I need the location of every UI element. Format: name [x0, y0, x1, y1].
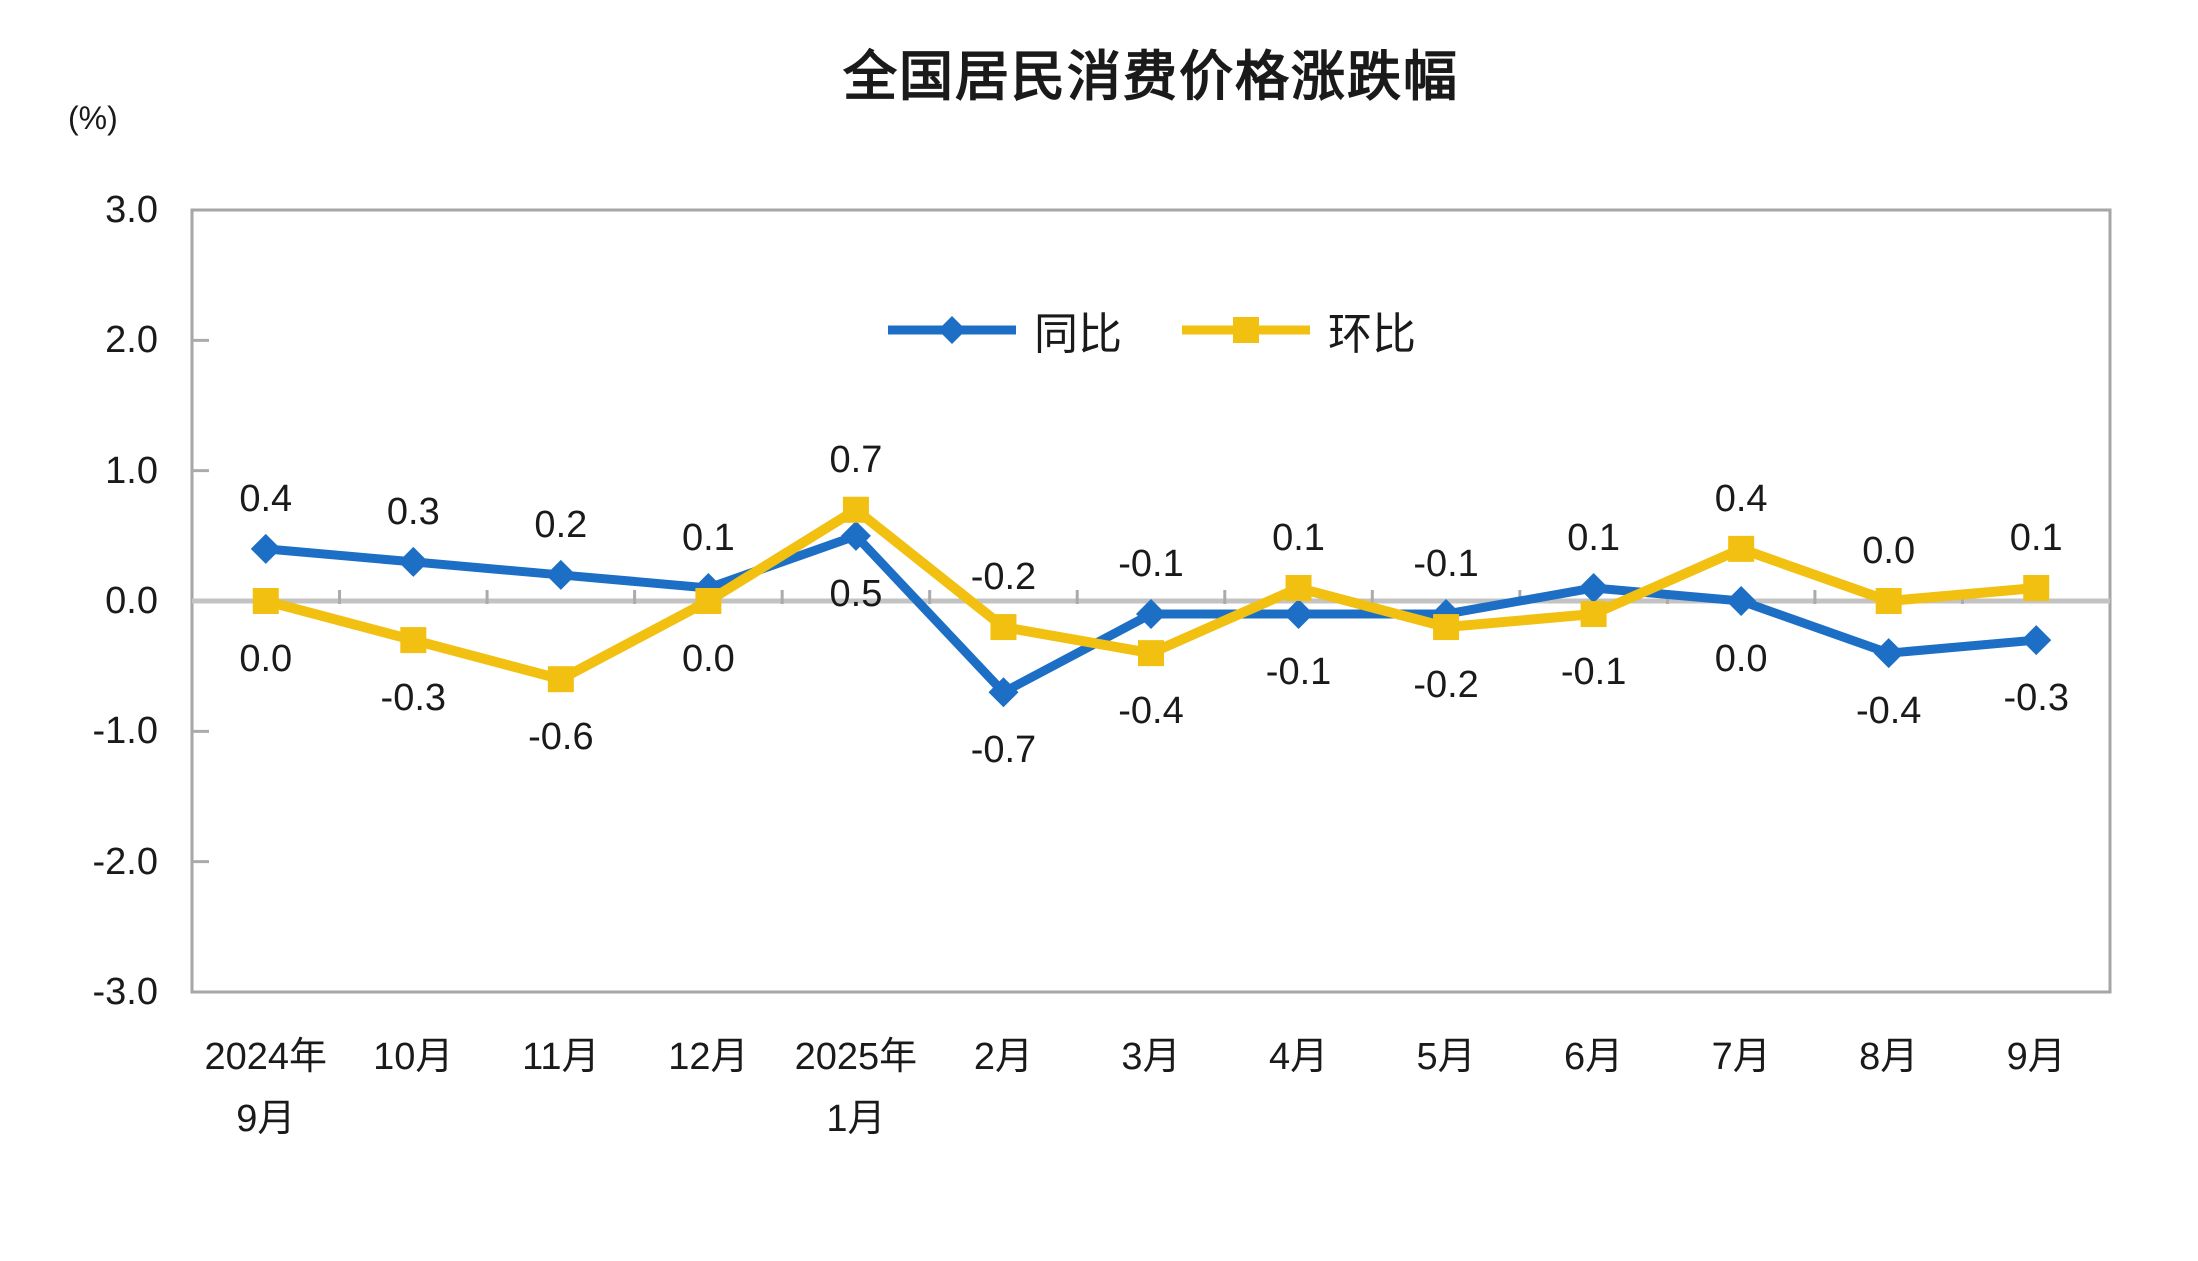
marker-square	[1285, 574, 1312, 601]
data-label: -0.1	[1265, 651, 1332, 694]
legend-label-huanbi: 环比	[1328, 310, 1416, 359]
data-label: -0.7	[970, 729, 1037, 772]
marker-diamond	[840, 520, 871, 551]
x-category-label: 12月	[668, 1036, 749, 1078]
marker-diamond	[988, 677, 1019, 708]
y-tick-label: -3.0	[92, 971, 158, 1013]
marker-square	[1433, 614, 1460, 641]
marker-square	[990, 614, 1017, 641]
y-tick-label: 2.0	[105, 319, 158, 362]
y-tick-label: -1.0	[92, 710, 158, 753]
data-label: 0.1	[681, 516, 735, 559]
legend-item-huanbi: 环比	[1180, 298, 1416, 362]
data-label: 0.4	[1714, 477, 1768, 520]
x-category-label: 5月	[1416, 1036, 1476, 1078]
x-category-label: 9月	[2006, 1036, 2066, 1078]
legend: 同比 环比	[192, 300, 2110, 360]
marker-diamond	[2021, 625, 2052, 656]
x-category-label: 10月	[373, 1036, 454, 1078]
data-label: 0.7	[829, 438, 883, 481]
marker-square	[842, 496, 869, 523]
marker-square	[695, 588, 722, 614]
data-label: -0.1	[1560, 651, 1627, 694]
marker-diamond	[1873, 638, 1904, 669]
marker-square	[1138, 640, 1164, 667]
y-tick-label: 3.0	[105, 189, 158, 231]
data-label: 0.0	[1862, 530, 1916, 572]
data-label: 0.1	[2009, 516, 2063, 559]
marker-square	[2023, 574, 2050, 601]
x-category-label: 11月	[522, 1036, 600, 1078]
x-category-label: 8月	[1859, 1036, 1919, 1078]
x-category-label: 2025年 1月	[794, 1036, 918, 1140]
data-label: -0.1	[1413, 543, 1479, 586]
marker-square	[1875, 588, 1902, 614]
x-category-label: 2024年 9月	[204, 1036, 328, 1140]
x-category-label: 7月	[1711, 1036, 1771, 1078]
x-category-label: 4月	[1268, 1036, 1329, 1078]
marker-diamond	[1136, 599, 1166, 630]
marker-square	[252, 588, 279, 614]
data-label: -0.1	[1118, 543, 1184, 586]
data-label: 0.0	[1714, 638, 1768, 680]
data-label: -0.4	[1855, 690, 1922, 733]
y-tick-label: 1.0	[105, 449, 158, 492]
y-tick-label: 0.0	[105, 580, 158, 622]
data-label: 0.3	[386, 490, 440, 533]
data-label: -0.4	[1118, 690, 1184, 733]
tongbi-line-diamond-icon	[888, 316, 1016, 344]
x-category-label: 3月	[1121, 1036, 1181, 1078]
data-label: 0.1	[1272, 516, 1325, 559]
data-label: -0.2	[970, 556, 1037, 599]
marker-diamond	[1726, 586, 1757, 616]
data-label: 0.5	[829, 572, 883, 615]
marker-diamond	[1578, 572, 1609, 603]
data-label: -0.6	[528, 716, 594, 759]
data-label: -0.2	[1413, 664, 1479, 707]
legend-item-tongbi: 同比	[886, 298, 1122, 362]
marker-square	[547, 666, 574, 693]
marker-diamond	[398, 546, 429, 577]
huanbi-line-square-icon	[1182, 317, 1310, 343]
data-label: 0.2	[534, 503, 588, 546]
data-label: 0.1	[1567, 516, 1621, 559]
legend-label-tongbi: 同比	[1034, 310, 1122, 359]
data-label: 0.0	[239, 638, 293, 680]
y-tick-label: -2.0	[92, 840, 158, 883]
data-label: 0.4	[239, 477, 293, 520]
marker-square	[400, 627, 427, 654]
marker-square	[1580, 601, 1607, 628]
marker-diamond	[250, 533, 281, 564]
data-label: -0.3	[380, 677, 447, 720]
marker-diamond	[545, 559, 576, 590]
x-category-label: 6月	[1564, 1036, 1624, 1078]
marker-diamond	[1283, 599, 1314, 630]
data-label: -0.3	[2003, 677, 2069, 720]
chart-title: 全国居民消费价格涨跌幅	[843, 47, 1459, 107]
y-axis-unit-label: (%)	[68, 100, 118, 136]
data-label: 0.0	[681, 638, 735, 680]
marker-square	[1728, 535, 1755, 562]
x-category-label: 2月	[973, 1036, 1034, 1078]
